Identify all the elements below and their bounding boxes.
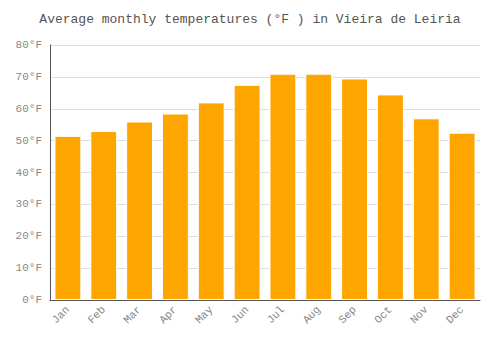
svg-text:Dec: Dec <box>444 304 466 326</box>
svg-text:70°F: 70°F <box>16 71 42 83</box>
svg-text:10°F: 10°F <box>16 262 42 274</box>
svg-text:60°F: 60°F <box>16 103 42 115</box>
svg-text:Jul: Jul <box>265 304 287 326</box>
svg-text:Aug: Aug <box>301 304 323 326</box>
svg-text:Mar: Mar <box>121 304 143 326</box>
svg-text:Apr: Apr <box>157 304 179 326</box>
svg-text:Feb: Feb <box>86 304 108 326</box>
svg-text:80°F: 80°F <box>16 39 42 51</box>
svg-text:20°F: 20°F <box>16 230 42 242</box>
svg-text:Oct: Oct <box>372 304 394 326</box>
svg-text:Sep: Sep <box>336 304 358 326</box>
svg-text:May: May <box>193 303 216 326</box>
svg-text:Jun: Jun <box>229 304 251 326</box>
svg-text:Nov: Nov <box>408 303 431 326</box>
svg-text:50°F: 50°F <box>16 135 42 147</box>
svg-text:30°F: 30°F <box>16 198 42 210</box>
svg-text:Jan: Jan <box>50 304 72 326</box>
svg-text:40°F: 40°F <box>16 167 42 179</box>
svg-text:0°F: 0°F <box>22 294 42 306</box>
svg-text:Average monthly temperatures (: Average monthly temperatures (°F ) in Vi… <box>39 12 460 27</box>
